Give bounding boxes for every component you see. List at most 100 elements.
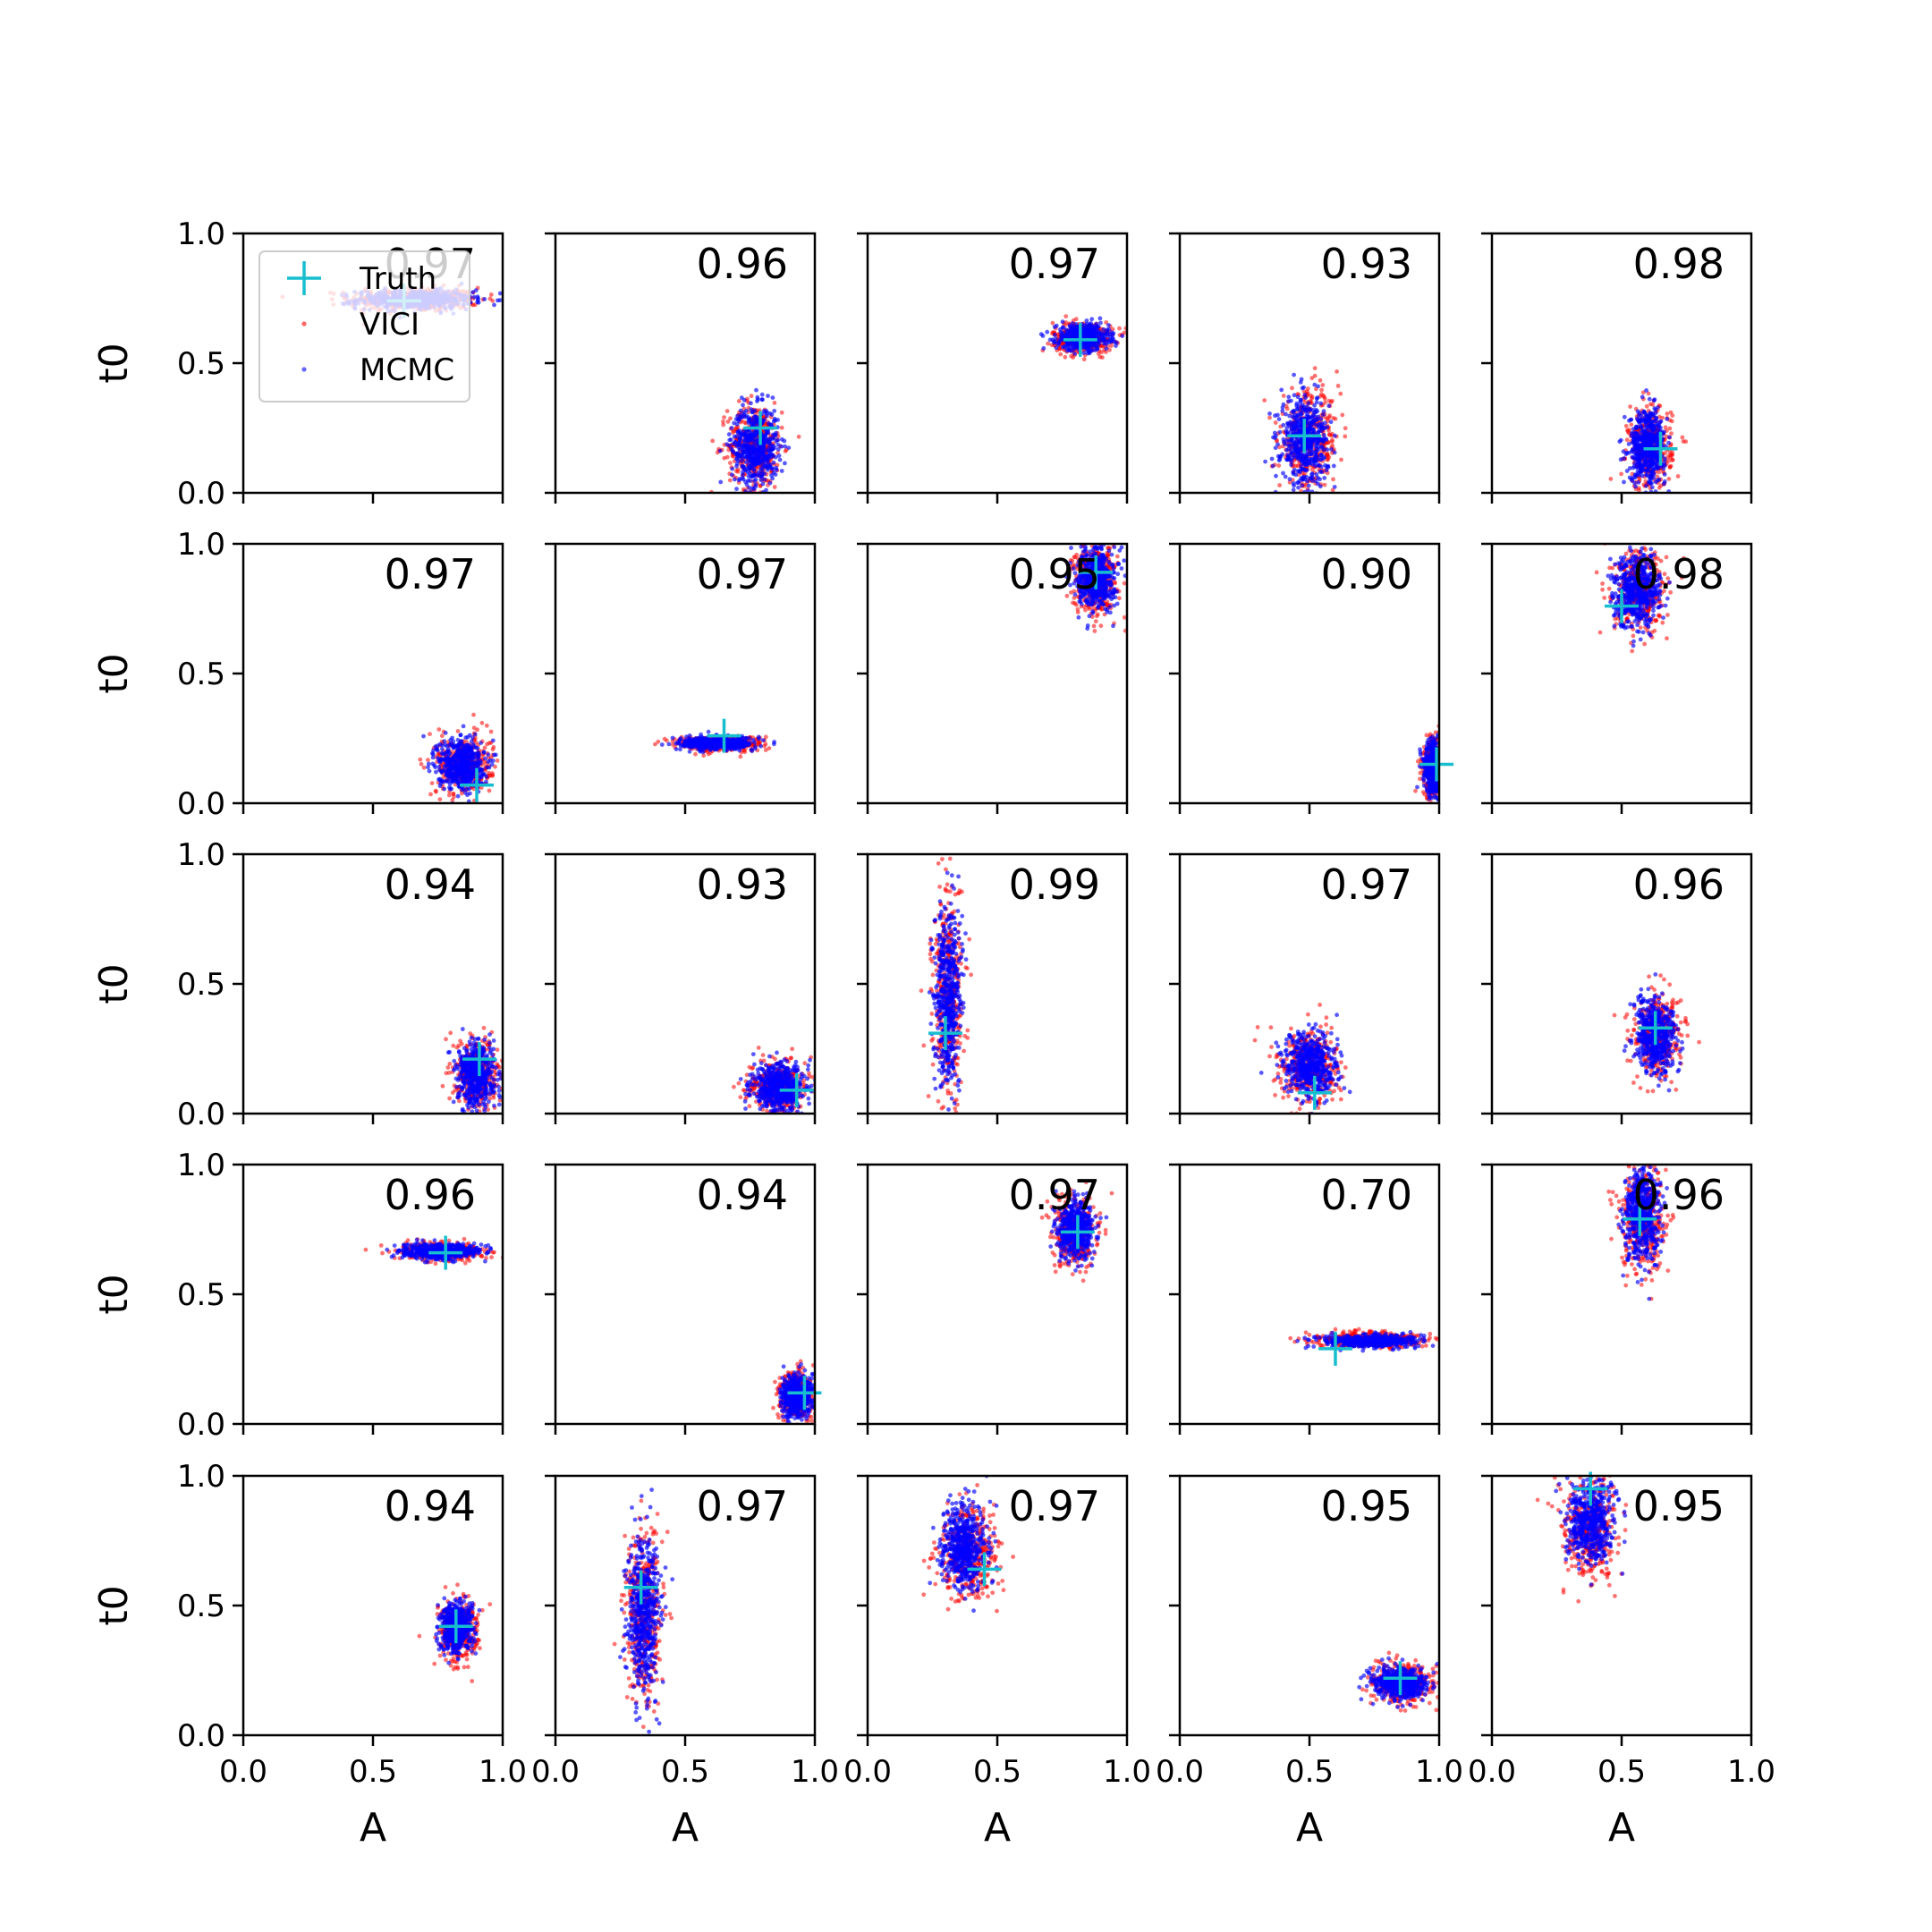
mcmc-point — [1311, 418, 1317, 423]
mcmc-point — [1648, 476, 1652, 481]
mcmc-point — [1635, 461, 1640, 466]
mcmc-point — [1662, 472, 1667, 477]
mcmc-point — [1306, 414, 1310, 419]
mcmc-point — [1650, 468, 1656, 472]
mcmc-point — [1288, 428, 1293, 434]
vici-point — [1632, 503, 1637, 507]
mcmc-point — [1089, 343, 1095, 348]
mcmc-point — [760, 458, 766, 462]
mcmc-point — [759, 392, 765, 397]
vici-point — [1628, 404, 1632, 409]
mcmc-point — [496, 298, 500, 303]
mcmc-point — [1316, 475, 1320, 480]
mcmc-point — [1302, 393, 1308, 397]
mcmc-point — [1295, 406, 1300, 411]
mcmc-point — [1651, 475, 1657, 480]
mcmc-point — [1041, 346, 1046, 351]
mcmc-point — [1281, 402, 1286, 407]
mcmc-point — [1087, 331, 1091, 336]
mcmc-point — [1275, 412, 1280, 418]
mcmc-point — [1315, 409, 1320, 414]
mcmc-point — [1096, 343, 1100, 348]
vici-point — [1655, 505, 1659, 510]
mcmc-point — [1666, 440, 1671, 445]
mcmc-point — [1299, 452, 1304, 456]
y-axis-label: t0 — [91, 343, 137, 383]
mcmc-point — [773, 472, 778, 477]
mcmc-point — [1639, 429, 1643, 435]
mcmc-point — [743, 436, 748, 441]
mcmc-point — [1630, 454, 1635, 460]
vici-point — [455, 729, 461, 733]
mcmc-point — [1655, 478, 1660, 483]
mcmc-point — [766, 394, 770, 398]
mcmc-point — [751, 468, 757, 473]
vici-point — [1295, 504, 1300, 509]
mcmc-point — [1321, 409, 1326, 413]
mcmc-point — [1287, 422, 1292, 428]
mcmc-point — [740, 472, 745, 477]
mcmc-samples — [421, 724, 498, 803]
mcmc-point — [783, 444, 788, 449]
vici-point — [721, 419, 725, 424]
vici-point — [475, 727, 479, 733]
vici-point — [1343, 426, 1348, 431]
vici-point — [1273, 420, 1278, 425]
vici-point — [1063, 320, 1068, 325]
mcmc-point — [730, 466, 735, 471]
mcmc-point — [741, 450, 747, 455]
mcmc-point — [767, 443, 772, 447]
mcmc-point — [1054, 336, 1058, 341]
y-tick-label: 0.0 — [177, 476, 225, 512]
mcmc-point — [1128, 321, 1132, 326]
legend-label-mcmc: MCMC — [360, 352, 454, 388]
vici-point — [1327, 413, 1333, 418]
mcmc-point — [1646, 417, 1650, 422]
vici-point — [779, 410, 784, 415]
vici-point — [1325, 452, 1330, 457]
vici-point — [1104, 350, 1108, 354]
mcmc-point — [1667, 435, 1672, 440]
vici-point — [762, 495, 767, 499]
mcmc-point — [762, 477, 767, 482]
vici-point — [426, 758, 430, 762]
vici-point — [1305, 386, 1310, 391]
vici-point — [1291, 495, 1295, 499]
mcmc-point — [1263, 459, 1267, 464]
mcmc-point — [1067, 323, 1072, 328]
mcmc-point — [1652, 434, 1657, 438]
mcmc-point — [1061, 330, 1065, 335]
mcmc-point — [750, 486, 755, 491]
vici-point — [1637, 487, 1641, 493]
mcmc-point — [757, 447, 761, 453]
mcmc-point — [770, 395, 775, 400]
mcmc-point — [1114, 343, 1118, 348]
vici-point — [1313, 503, 1318, 507]
mcmc-point — [776, 453, 782, 458]
vici-point — [1668, 410, 1674, 415]
mcmc-point — [1305, 479, 1310, 484]
mcmc-point — [1326, 403, 1332, 409]
mcmc-point — [755, 394, 760, 400]
mcmc-point — [1648, 433, 1653, 437]
vici-point — [1287, 479, 1292, 485]
mcmc-point — [752, 414, 758, 419]
vici-point — [1262, 398, 1267, 402]
overlap-label: 0.98 — [1633, 240, 1724, 288]
vici-point — [1657, 470, 1662, 475]
vici-point — [460, 791, 464, 796]
vici-point — [1107, 347, 1112, 352]
mcmc-point — [1294, 437, 1300, 443]
mcmc-point — [1297, 479, 1302, 483]
mcmc-point — [1662, 479, 1667, 484]
mcmc-point — [1662, 456, 1667, 462]
vici-point — [471, 712, 476, 717]
mcmc-point — [1310, 510, 1315, 514]
mcmc-point — [1300, 405, 1305, 411]
mcmc-point — [1647, 479, 1652, 485]
mcmc-point — [747, 485, 752, 490]
mcmc-point — [1651, 428, 1657, 432]
mcmc-point — [1328, 419, 1334, 425]
mcmc-point — [1647, 453, 1651, 459]
